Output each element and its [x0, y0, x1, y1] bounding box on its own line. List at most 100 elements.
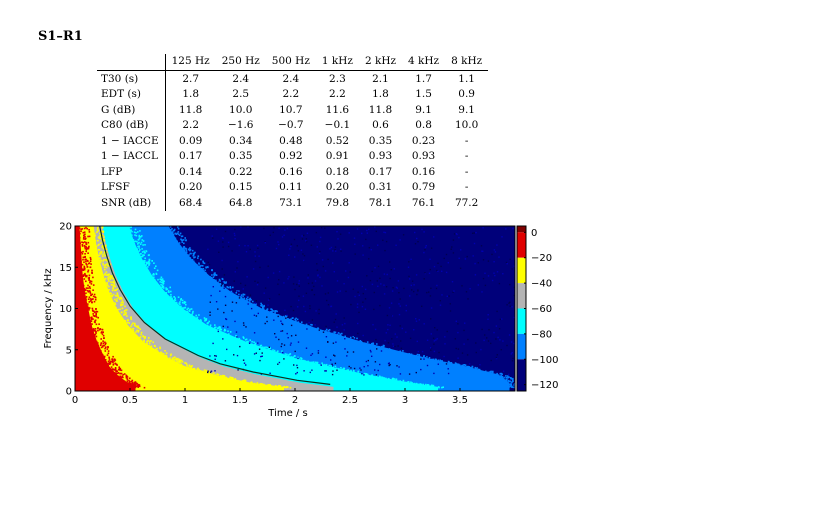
x-tick-label: 1	[182, 395, 188, 406]
table-cell: 2.4	[232, 72, 250, 85]
table-corner-cell	[97, 54, 166, 71]
table-row: 1 − IACCE 0.09 0.34 0.48 0.52 0.35 0.23 -	[97, 133, 488, 149]
table-cell: 0.17	[178, 150, 203, 162]
colorbar-tick-label: −80	[531, 329, 552, 340]
table-cell: 2.7	[182, 72, 200, 85]
table-cell: 10.7	[279, 103, 303, 116]
column-header: 1 kHz	[315, 54, 359, 71]
table-cell: 0.16	[279, 165, 303, 178]
column-header: 2 kHz	[358, 54, 403, 71]
colorbar-band	[517, 257, 526, 284]
table-cell: 77.2	[454, 196, 479, 209]
x-tick-label: 0.5	[122, 395, 138, 406]
table-cell: 0.91	[325, 150, 350, 162]
table-cell: 2.2	[282, 88, 300, 100]
row-label: LFSF	[97, 180, 166, 196]
row-label: C80 (dB)	[97, 118, 166, 134]
table-row: LFSF 0.20 0.15 0.11 0.20 0.31 0.79 -	[97, 180, 488, 196]
table-cell: -	[464, 181, 469, 193]
table-cell: -	[464, 150, 469, 162]
row-label: G (dB)	[97, 102, 166, 118]
table-cell: -	[464, 165, 469, 178]
row-label: 1 − IACCL	[97, 149, 166, 165]
table-row: SNR (dB) 68.4 64.8 73.1 79.8 78.1 76.1 77.2	[97, 195, 488, 211]
row-label: SNR (dB)	[97, 195, 166, 211]
x-tick-label: 1.5	[232, 395, 248, 406]
table-cell: 79.8	[325, 196, 350, 209]
decay-region-minus20	[75, 226, 136, 391]
y-tick-label: 0	[66, 387, 72, 398]
table-cell: 2.1	[372, 72, 389, 85]
colorbar-band	[517, 283, 526, 309]
colorbar-tick-label: −60	[531, 304, 552, 315]
decay-region-minus40	[75, 226, 284, 391]
table-cell: 0.14	[178, 165, 203, 178]
table-row: T30 (s) 2.7 2.4 2.4 2.3 2.1 1.7 1.1	[97, 70, 488, 87]
table-cell: 9.1	[458, 103, 475, 116]
table-cell: 11.8	[178, 103, 203, 116]
table-cell: -	[464, 134, 469, 147]
table-cell: 0.09	[178, 134, 203, 147]
table-cell: 2.5	[232, 88, 250, 100]
table-cell: 0.17	[368, 165, 393, 178]
row-label: 1 − IACCE	[97, 133, 166, 149]
colorbar-tick-label: −20	[531, 253, 552, 264]
column-header: 8 kHz	[445, 54, 489, 71]
y-tick-label: 15	[59, 263, 72, 274]
table-cell: 68.4	[178, 196, 203, 209]
y-tick-label: 5	[66, 345, 72, 356]
table-cell: 0.35	[229, 150, 253, 162]
table-cell: 10.0	[229, 103, 253, 116]
table-cell: 0.93	[368, 150, 393, 162]
table-cell: 78.1	[368, 196, 393, 209]
table-cell: 64.8	[229, 196, 253, 209]
table-cell: −0.7	[278, 119, 304, 131]
row-label: LFP	[97, 164, 166, 180]
column-header: 250 Hz	[215, 54, 266, 71]
acoustic-parameters-table: 125 Hz 250 Hz 500 Hz 1 kHz 2 kHz 4 kHz 8…	[97, 54, 489, 211]
column-header: 125 Hz	[165, 54, 216, 71]
x-tick-label: 3	[402, 395, 408, 406]
colorbar-band	[517, 333, 526, 360]
table-cell: 0.23	[411, 134, 436, 147]
table-cell: 1.8	[182, 88, 200, 100]
table-cell: 0.8	[415, 119, 432, 131]
table-cell: 0.15	[229, 181, 253, 193]
table-cell: 0.48	[279, 134, 303, 147]
table-cell: 11.6	[325, 103, 350, 116]
table-cell: 1.8	[372, 88, 389, 100]
table-cell: −1.6	[227, 119, 254, 131]
table-cell: 0.18	[325, 165, 350, 178]
table-cell: 2.2	[182, 119, 200, 131]
table-cell: 11.8	[368, 103, 393, 116]
table-cell: 1.1	[458, 72, 475, 85]
colorbar-tick-label: −40	[531, 279, 552, 290]
colorbar-band	[517, 308, 526, 334]
column-header: 500 Hz	[265, 54, 316, 71]
table-cell: 1.5	[415, 88, 432, 100]
table-cell: 0.34	[229, 134, 253, 147]
table-cell: 0.35	[368, 134, 393, 147]
section-title: S1–R1	[38, 29, 83, 44]
table-cell: 2.2	[329, 88, 346, 100]
table-cell: 0.22	[229, 165, 253, 178]
table-cell: 9.1	[415, 103, 432, 116]
table-cell: 2.4	[282, 72, 300, 85]
colorbar-band	[517, 232, 526, 258]
colorbar-band	[517, 359, 526, 391]
table-row: 1 − IACCL 0.17 0.35 0.92 0.91 0.93 0.93 -	[97, 149, 488, 165]
table-cell: 1.7	[415, 72, 432, 85]
x-tick-label: 3.5	[452, 395, 468, 406]
table-cell: 2.3	[329, 72, 346, 85]
table-cell: 0.31	[368, 181, 393, 193]
y-axis-label: Frequency / kHz	[43, 269, 54, 349]
table-cell: 76.1	[411, 196, 436, 209]
table-cell: 0.16	[411, 165, 436, 178]
decay-contour-line	[99, 226, 331, 385]
table-cell: 0.93	[411, 150, 436, 162]
table-cell: 0.6	[372, 119, 389, 131]
row-label: T30 (s)	[97, 70, 166, 87]
table-cell: 0.9	[458, 88, 475, 100]
table-cell: 0.11	[279, 181, 303, 193]
